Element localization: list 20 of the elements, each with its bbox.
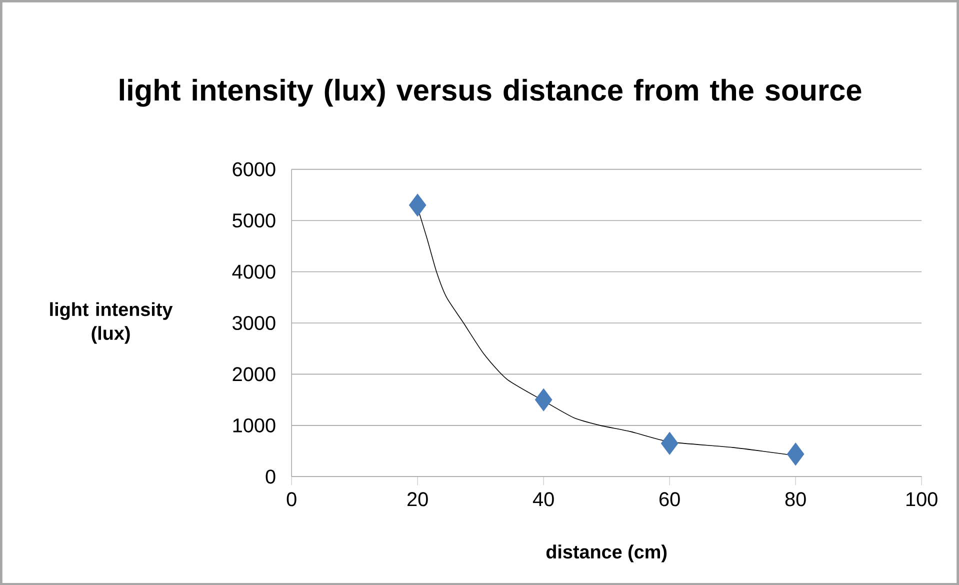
x-tick-label: 0 [286, 492, 296, 506]
x-tick-label: 60 [660, 492, 680, 506]
chart-title: light intensity (lux) versus distance from the source [120, 78, 862, 107]
y-tick-label: 4000 [232, 264, 276, 279]
y-tick-label: 3000 [232, 316, 276, 330]
y-tick-label: 1000 [233, 418, 276, 432]
point [660, 432, 678, 455]
x-tick-label: 40 [532, 492, 554, 506]
y-tick-label: 2000 [232, 366, 276, 382]
y-tick-label: 5000 [232, 213, 276, 228]
x-tick-label: 100 [906, 492, 938, 506]
y-axis-title: light intensity (lux) [50, 302, 173, 344]
point [408, 194, 426, 216]
y-tick-label: 0 [266, 469, 276, 484]
point [786, 442, 804, 466]
y-tick-label: 6000 [232, 162, 276, 176]
x-tick-label: 20 [408, 492, 428, 506]
x-axis-title: distance (cm) [546, 544, 667, 562]
point [534, 388, 552, 411]
x-tick-label: 80 [785, 492, 806, 506]
